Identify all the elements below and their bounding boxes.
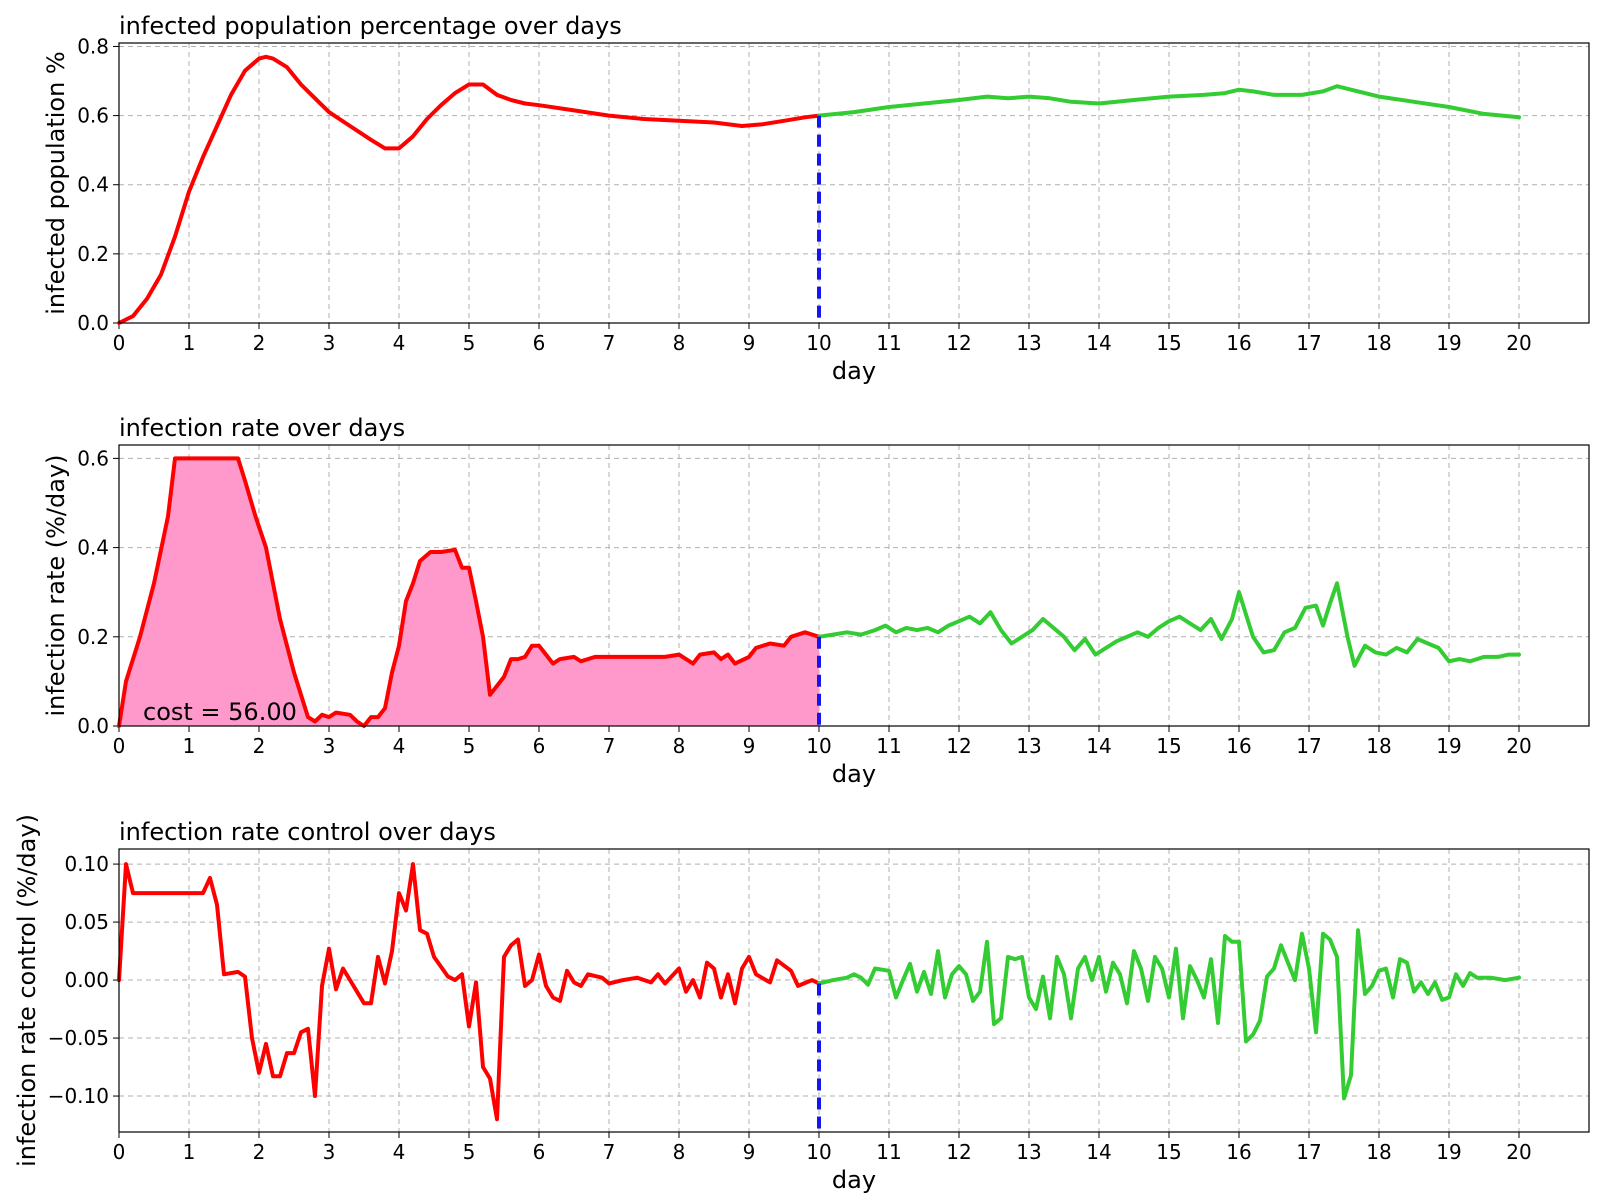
- y-tick-label: 0.4: [77, 173, 109, 197]
- x-tick-label: 7: [603, 1140, 616, 1164]
- x-tick-label: 15: [1156, 331, 1181, 355]
- x-tick-label: 17: [1296, 734, 1321, 758]
- chart-panel-2: 0 1 2 3 4 5 6 7 8 9 10 11 12 13 14 15 16 17 18 19 200.00.20.…: [42, 414, 1589, 788]
- x-tick-label: 11: [876, 734, 901, 758]
- x-tick-label: 13: [1016, 734, 1041, 758]
- x-tick-label: 8: [673, 331, 686, 355]
- axes-frame: [119, 445, 1589, 726]
- x-tick-label: 1: [183, 331, 196, 355]
- y-tick-label: 0.00: [64, 968, 109, 992]
- y-tick-label: 0.10: [64, 852, 109, 876]
- y-tick-label: 0.8: [77, 34, 109, 58]
- x-tick-label: 7: [603, 331, 616, 355]
- x-tick-label: 2: [253, 734, 266, 758]
- x-tick-label: 3: [323, 331, 336, 355]
- x-tick-label: 16: [1226, 734, 1251, 758]
- x-tick-label: 6: [533, 331, 546, 355]
- x-tick-label: 2: [253, 331, 266, 355]
- x-tick-label: 9: [743, 734, 756, 758]
- x-tick-label: 19: [1436, 331, 1461, 355]
- x-tick-label: 7: [603, 734, 616, 758]
- chart-title: infection rate over days: [119, 414, 405, 442]
- x-axis-label: day: [832, 357, 876, 385]
- y-axis-label: infected population %: [42, 51, 70, 314]
- chart-title: infection rate control over days: [119, 818, 496, 846]
- x-tick-label: 11: [876, 331, 901, 355]
- x-tick-label: 9: [743, 1140, 756, 1164]
- x-tick-label: 16: [1226, 331, 1251, 355]
- x-tick-label: 6: [533, 734, 546, 758]
- x-tick-label: 16: [1226, 1140, 1251, 1164]
- x-tick-label: 18: [1366, 331, 1391, 355]
- x-tick-label: 4: [393, 734, 406, 758]
- chart-title: infected population percentage over days: [119, 12, 622, 40]
- x-tick-label: 13: [1016, 331, 1041, 355]
- x-tick-label: 18: [1366, 1140, 1391, 1164]
- x-tick-label: 5: [463, 734, 476, 758]
- x-tick-label: 12: [946, 734, 971, 758]
- x-tick-label: 14: [1086, 1140, 1111, 1164]
- x-tick-label: 17: [1296, 1140, 1321, 1164]
- chart-panel-1: 0 1 2 3 4 5 6 7 8 9 10 11 12 13 14 15 16 17 18 19 200.00.20.…: [42, 12, 1589, 385]
- x-tick-label: 6: [533, 1140, 546, 1164]
- x-tick-label: 10: [806, 734, 831, 758]
- x-tick-label: 11: [876, 1140, 901, 1164]
- x-tick-label: 4: [393, 331, 406, 355]
- x-tick-label: 10: [806, 331, 831, 355]
- x-tick-label: 20: [1506, 331, 1531, 355]
- x-tick-label: 8: [673, 734, 686, 758]
- x-tick-label: 0: [113, 1140, 126, 1164]
- series-line-red: [119, 864, 819, 1119]
- x-tick-label: 19: [1436, 1140, 1461, 1164]
- x-tick-label: 3: [323, 1140, 336, 1164]
- x-tick-label: 10: [806, 1140, 831, 1164]
- x-tick-label: 12: [946, 331, 971, 355]
- x-tick-label: 2: [253, 1140, 266, 1164]
- y-tick-label: 0.4: [77, 536, 109, 560]
- x-axis-label: day: [832, 1166, 876, 1194]
- x-tick-label: 9: [743, 331, 756, 355]
- x-axis-label: day: [832, 760, 876, 788]
- x-tick-label: 15: [1156, 734, 1181, 758]
- x-tick-label: 3: [323, 734, 336, 758]
- y-axis-label: infection rate (%/day): [42, 454, 70, 716]
- x-tick-label: 17: [1296, 331, 1321, 355]
- x-tick-label: 4: [393, 1140, 406, 1164]
- x-tick-label: 8: [673, 1140, 686, 1164]
- cost-area-fill: [119, 458, 819, 726]
- y-tick-label: 0.0: [77, 714, 109, 738]
- cost-annotation: cost = 56.00: [143, 698, 297, 726]
- x-tick-label: 13: [1016, 1140, 1041, 1164]
- x-tick-label: 14: [1086, 734, 1111, 758]
- y-tick-label: 0.6: [77, 446, 109, 470]
- x-tick-label: 5: [463, 1140, 476, 1164]
- chart-panel-3: 0 1 2 3 4 5 6 7 8 9 10 11 12 13 14 15 16 17 18 19 20−0.10−0.…: [13, 814, 1589, 1194]
- x-tick-label: 20: [1506, 734, 1531, 758]
- y-tick-label: 0.2: [77, 625, 109, 649]
- x-tick-label: 15: [1156, 1140, 1181, 1164]
- y-tick-label: −0.05: [48, 1026, 109, 1050]
- x-tick-label: 1: [183, 1140, 196, 1164]
- x-tick-label: 19: [1436, 734, 1461, 758]
- y-axis-label: infection rate control (%/day): [13, 814, 41, 1167]
- x-tick-label: 14: [1086, 331, 1111, 355]
- y-tick-label: 0.0: [77, 311, 109, 335]
- y-tick-label: 0.05: [64, 910, 109, 934]
- y-tick-label: −0.10: [48, 1084, 109, 1108]
- x-tick-label: 5: [463, 331, 476, 355]
- x-tick-label: 20: [1506, 1140, 1531, 1164]
- y-tick-label: 0.6: [77, 104, 109, 128]
- x-tick-label: 18: [1366, 734, 1391, 758]
- y-tick-label: 0.2: [77, 242, 109, 266]
- x-tick-label: 12: [946, 1140, 971, 1164]
- x-tick-label: 1: [183, 734, 196, 758]
- axes-frame: [119, 43, 1589, 323]
- x-tick-label: 0: [113, 331, 126, 355]
- x-tick-label: 0: [113, 734, 126, 758]
